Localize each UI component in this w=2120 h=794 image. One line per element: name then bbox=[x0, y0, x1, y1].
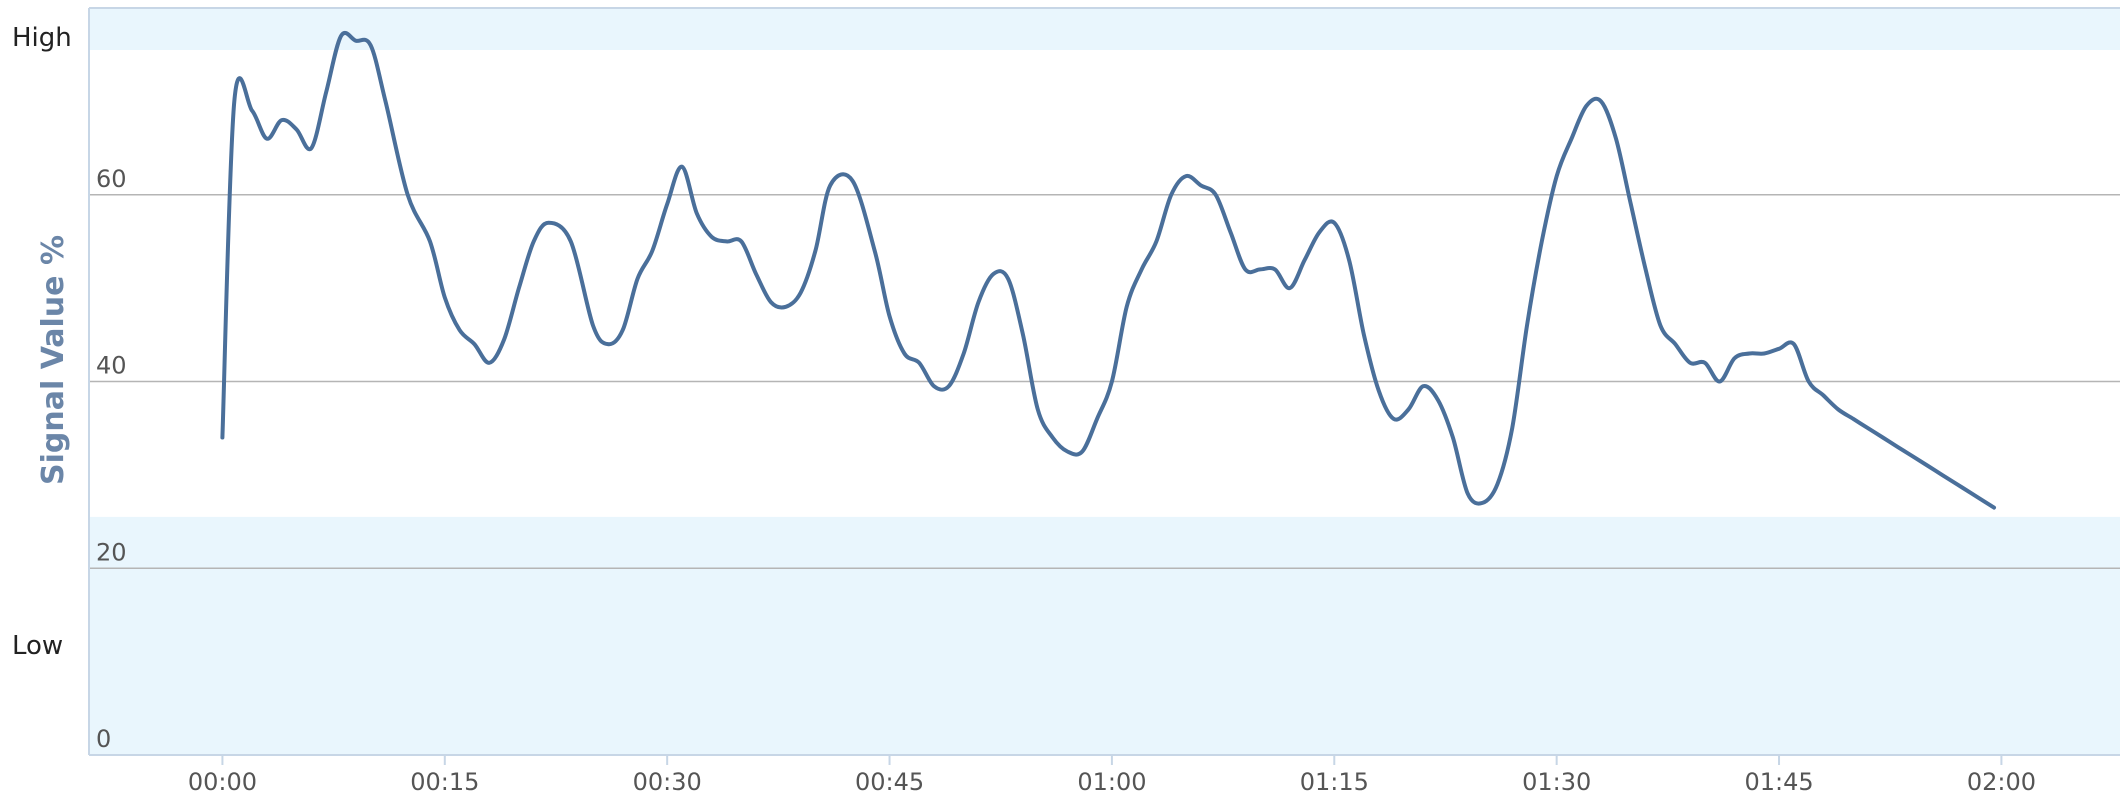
y-tick-label: 0 bbox=[96, 725, 111, 753]
y-tick-label: 60 bbox=[96, 165, 127, 193]
x-tick-label: 00:30 bbox=[633, 768, 702, 794]
x-tick-label: 01:45 bbox=[1744, 768, 1813, 794]
gridlines bbox=[89, 194, 2120, 569]
plot-band-low bbox=[89, 516, 2120, 755]
x-tick-label: 02:00 bbox=[1967, 768, 2036, 794]
x-tick-label: 01:30 bbox=[1522, 768, 1591, 794]
series-line-0 bbox=[220, 30, 1996, 510]
plot-bands bbox=[89, 8, 2120, 755]
axes bbox=[88, 7, 2120, 765]
y-tick-label: 40 bbox=[96, 352, 127, 380]
series-group bbox=[220, 30, 1996, 510]
x-tick-label: 00:00 bbox=[188, 768, 257, 794]
x-tick-label: 01:15 bbox=[1300, 768, 1369, 794]
plot-band-high bbox=[89, 8, 2120, 51]
x-tick-label: 00:45 bbox=[855, 768, 924, 794]
y-axis-label: Signal Value % bbox=[36, 235, 71, 485]
x-tick-labels: 00:00 00:15 00:30 00:45 01:00 01:15 01:30 01:45… bbox=[188, 768, 2036, 794]
x-tick-label: 01:00 bbox=[1077, 768, 1146, 794]
x-tick-label: 00:15 bbox=[410, 768, 479, 794]
band-label-high: High bbox=[12, 23, 72, 53]
y-tick-label: 20 bbox=[96, 538, 127, 566]
band-label-low: Low bbox=[12, 631, 63, 661]
y-tick-labels: 0 20 40 60 bbox=[96, 165, 127, 753]
